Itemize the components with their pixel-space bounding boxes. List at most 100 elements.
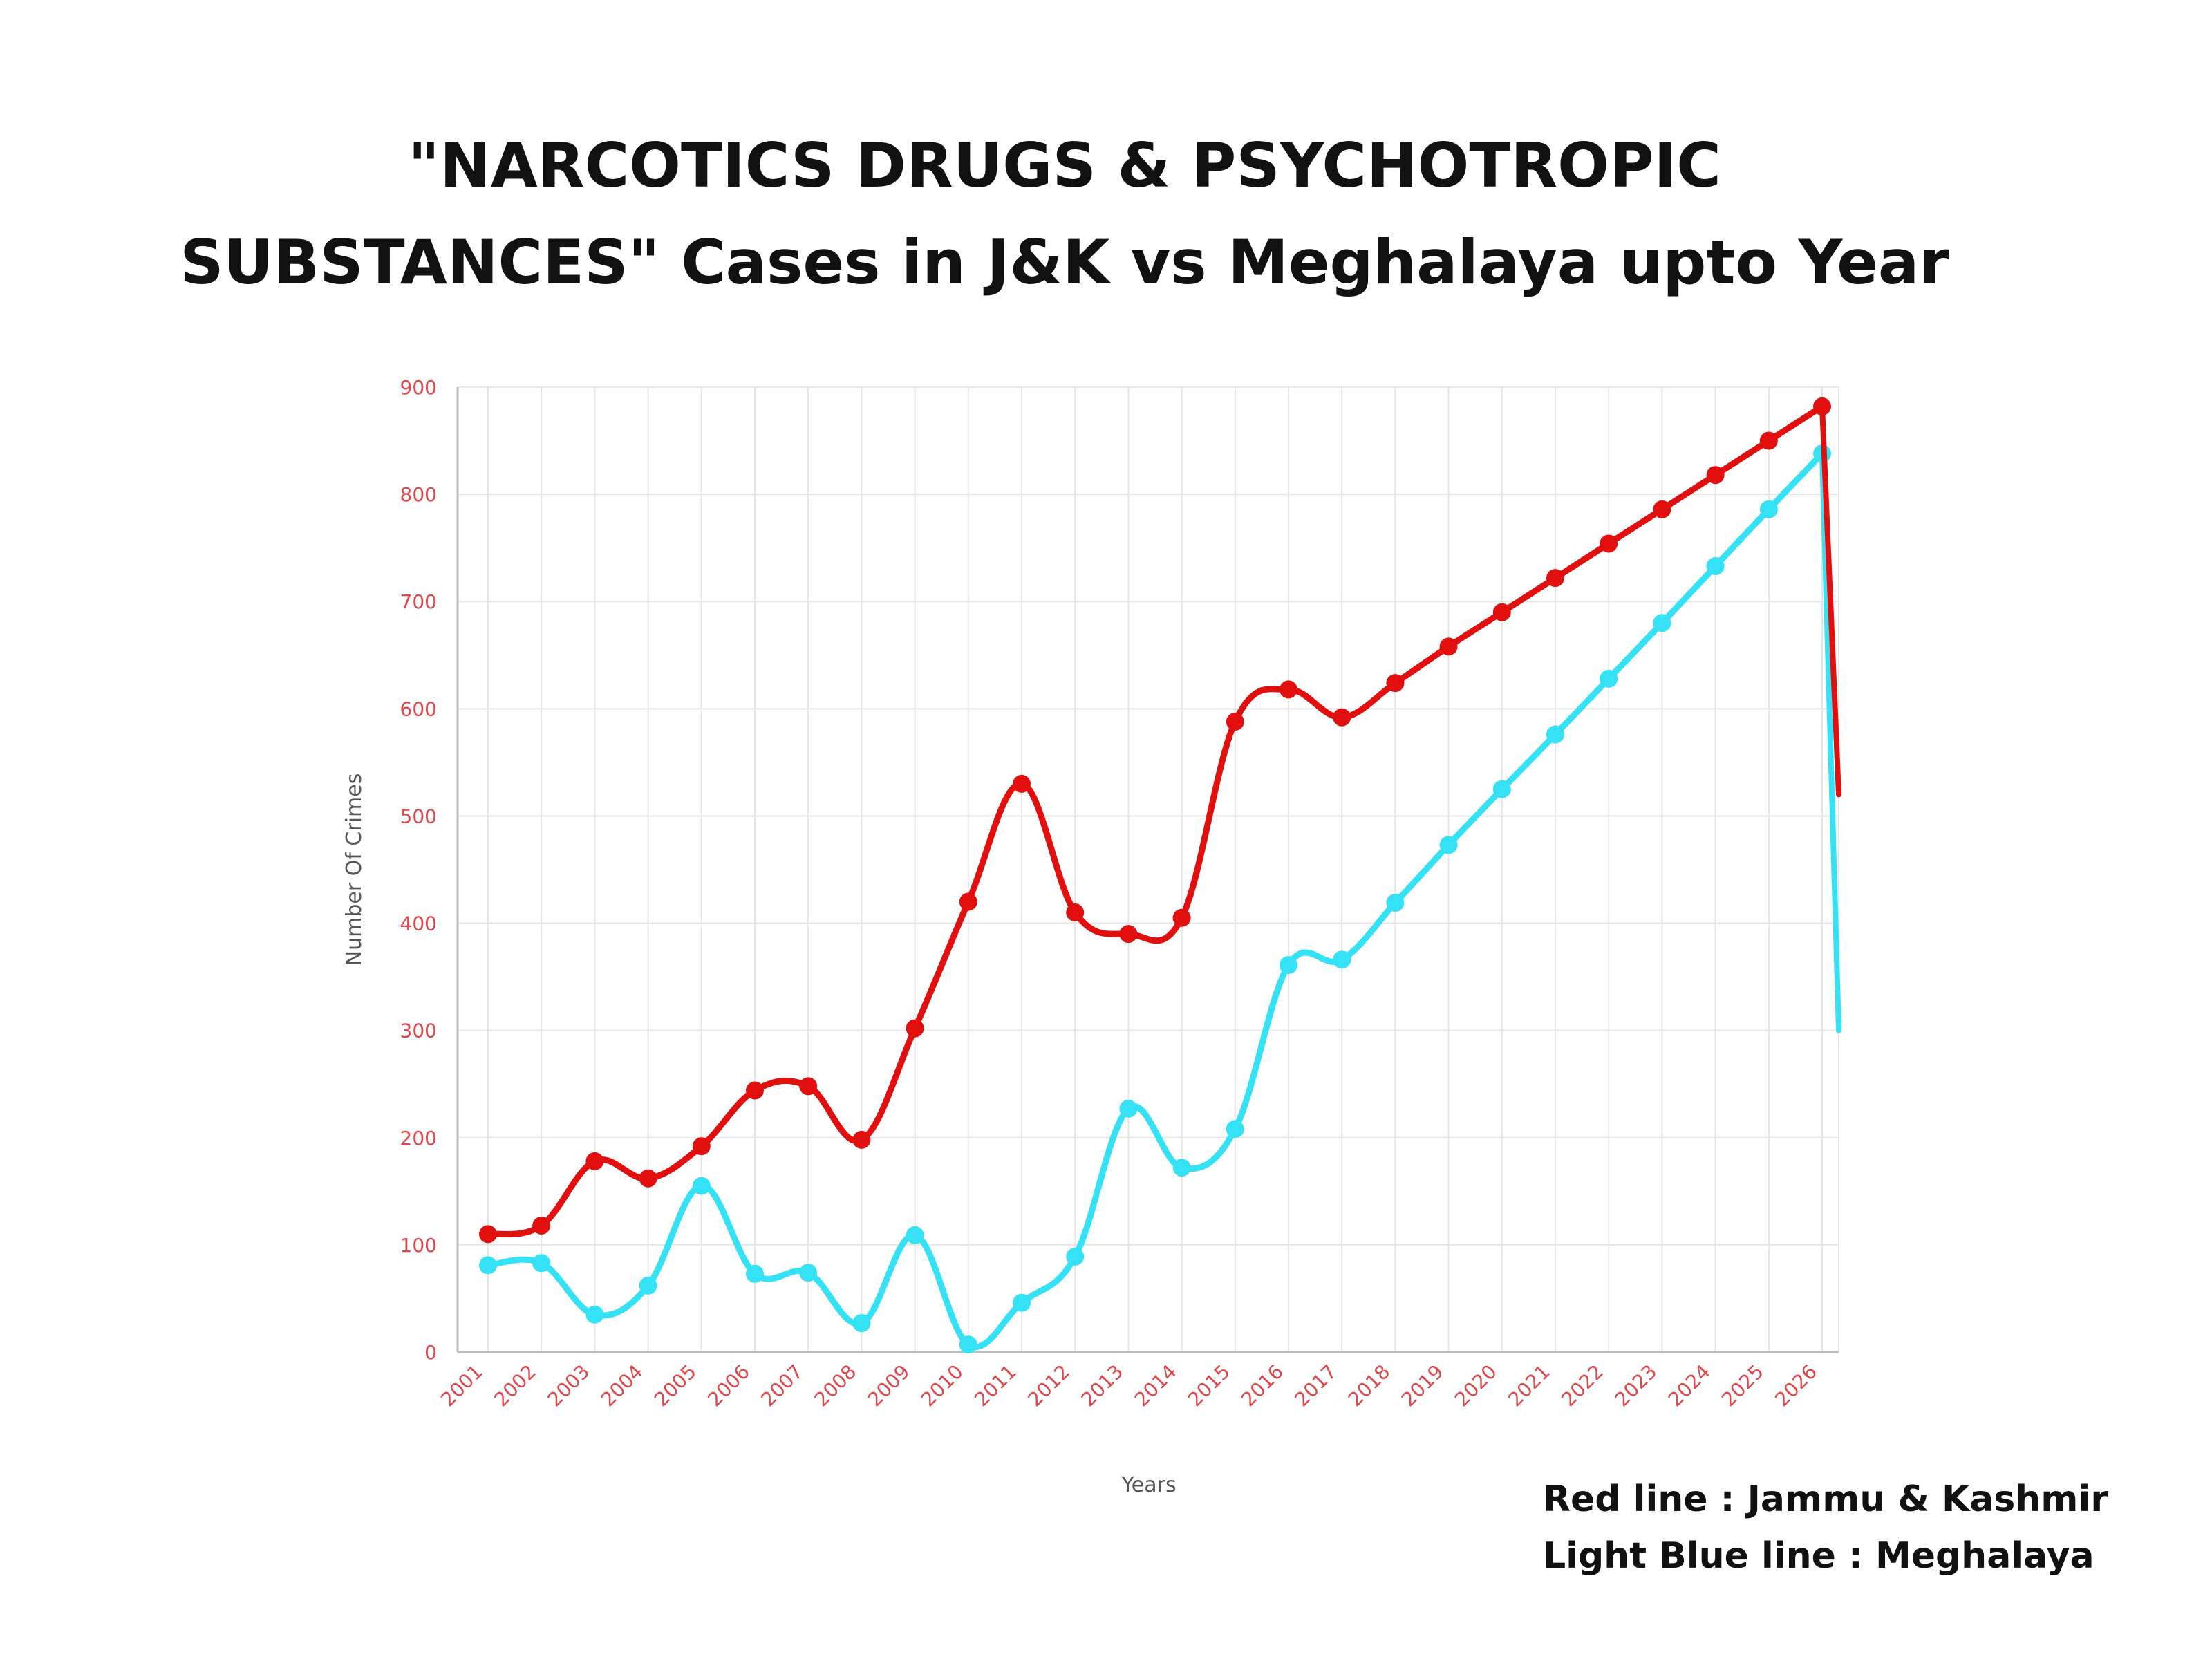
y-tick-label: 900 <box>400 376 437 399</box>
series-1-point <box>585 1305 604 1324</box>
series-0-point <box>1439 637 1458 656</box>
axes <box>456 387 1839 1353</box>
series-0-point <box>1013 774 1031 793</box>
series-1-point <box>852 1314 871 1333</box>
series-0-point <box>959 892 977 911</box>
x-tick-label: 2009 <box>863 1360 915 1412</box>
series-1-point <box>1172 1159 1191 1177</box>
series-1-line <box>485 450 1826 1350</box>
x-tick-label: 2023 <box>1611 1360 1662 1412</box>
x-tick-label: 2006 <box>703 1360 754 1412</box>
grid-lines <box>458 386 1839 1352</box>
x-tick-label: 2010 <box>917 1360 968 1412</box>
x-tick-label: 2014 <box>1130 1360 1181 1412</box>
series-0-point <box>746 1081 764 1100</box>
series-1-point <box>1492 780 1511 798</box>
x-tick-label: 2008 <box>810 1360 861 1412</box>
series-1-point <box>1226 1120 1244 1138</box>
x-tick-label: 2001 <box>436 1360 487 1412</box>
legend-note: Red line : Jammu & Kashmir Light Blue li… <box>1543 1471 2108 1584</box>
series-0-point <box>1066 903 1085 922</box>
series-1-point <box>1386 894 1405 912</box>
x-tick-label: 2025 <box>1717 1360 1768 1412</box>
series-0-point <box>1706 466 1725 485</box>
y-tick-label: 100 <box>400 1234 437 1257</box>
x-tick-label: 2016 <box>1237 1360 1288 1412</box>
x-tick-label: 2021 <box>1503 1360 1555 1412</box>
x-tick-label: 2004 <box>597 1360 648 1412</box>
series-0-point <box>1280 680 1297 699</box>
x-tick-label: 2019 <box>1397 1360 1448 1412</box>
series-lines <box>479 397 1841 1354</box>
series-1-point <box>1119 1099 1138 1118</box>
x-axis-label: Years <box>1121 1473 1176 1497</box>
x-tick-label: 2012 <box>1023 1360 1074 1412</box>
series-0-point <box>639 1169 657 1188</box>
x-tick-label: 2011 <box>970 1360 1021 1412</box>
series-0 <box>479 397 1841 1244</box>
series-0-point <box>1492 603 1511 621</box>
x-tick-label: 2026 <box>1770 1360 1821 1412</box>
series-0-point <box>692 1137 711 1156</box>
y-tick-labels: 0 100 200 300 400 500 600 700 800 900 <box>400 376 437 1364</box>
x-tick-label: 2024 <box>1664 1360 1715 1412</box>
series-0-point <box>479 1225 497 1244</box>
series-1-point <box>959 1335 977 1354</box>
series-0-point <box>1546 569 1564 588</box>
series-1-point <box>1706 557 1725 576</box>
legend-note-red: Red line : Jammu & Kashmir <box>1543 1479 2108 1520</box>
y-tick-label: 400 <box>400 912 437 935</box>
series-1 <box>479 444 1841 1354</box>
x-tick-label: 2020 <box>1450 1360 1501 1412</box>
x-tick-label: 2015 <box>1183 1360 1235 1412</box>
y-tick-label: 700 <box>400 590 437 613</box>
series-1-point <box>746 1264 764 1283</box>
series-0-point <box>799 1077 818 1096</box>
x-tick-label: 2017 <box>1290 1360 1341 1412</box>
chart-title-line-2: SUBSTANCES" Cases in J&K vs Meghalaya up… <box>180 227 1949 298</box>
series-1-point <box>1439 836 1458 854</box>
series-0-point <box>1119 925 1138 944</box>
series-0-tail <box>1819 403 1841 798</box>
series-1-point <box>692 1177 711 1195</box>
series-1-point <box>1653 614 1671 632</box>
series-0-point <box>1759 431 1778 450</box>
series-0-point <box>1333 708 1351 727</box>
series-0-point <box>585 1152 604 1170</box>
y-tick-label: 200 <box>400 1127 437 1150</box>
series-0-point <box>1172 908 1191 927</box>
series-0-point <box>1653 500 1671 518</box>
series-1-point <box>1759 500 1778 518</box>
series-1-point <box>906 1226 924 1244</box>
x-tick-label: 2007 <box>756 1360 807 1412</box>
series-1-point <box>1546 725 1564 744</box>
series-1-tail <box>1819 451 1841 1033</box>
x-tick-label: 2003 <box>543 1360 594 1412</box>
x-tick-label: 2005 <box>650 1360 701 1412</box>
x-tick-label: 2002 <box>489 1360 541 1412</box>
series-0-line <box>485 403 1826 1238</box>
series-0-point <box>1600 534 1618 553</box>
series-1-point <box>1333 950 1351 969</box>
series-1-point <box>479 1256 497 1275</box>
y-axis-label: Number Of Crimes <box>342 774 366 966</box>
series-0-point <box>532 1216 551 1235</box>
y-tick-label: 800 <box>400 483 437 506</box>
y-tick-label: 600 <box>400 697 437 720</box>
series-1-point <box>1066 1247 1085 1266</box>
y-tick-label: 300 <box>400 1020 437 1042</box>
series-0-point <box>1813 397 1831 415</box>
y-tick-label: 0 <box>424 1341 437 1364</box>
series-1-point <box>1013 1293 1031 1312</box>
series-0-point <box>1386 674 1405 693</box>
x-tick-label: 2013 <box>1077 1360 1128 1412</box>
x-tick-labels: 2001 2002 2003 2004 2005 2006 2007 2008 2009 2010… <box>436 1360 1821 1412</box>
series-1-point <box>639 1276 657 1295</box>
chart-title: "NARCOTICS DRUGS & PSYCHOTROPIC SUBSTANC… <box>0 118 2129 311</box>
x-tick-label: 2018 <box>1344 1360 1395 1412</box>
series-1-point <box>1600 669 1618 688</box>
series-0-point <box>852 1130 871 1149</box>
y-tick-label: 500 <box>400 805 437 827</box>
series-0-point <box>1226 712 1244 731</box>
